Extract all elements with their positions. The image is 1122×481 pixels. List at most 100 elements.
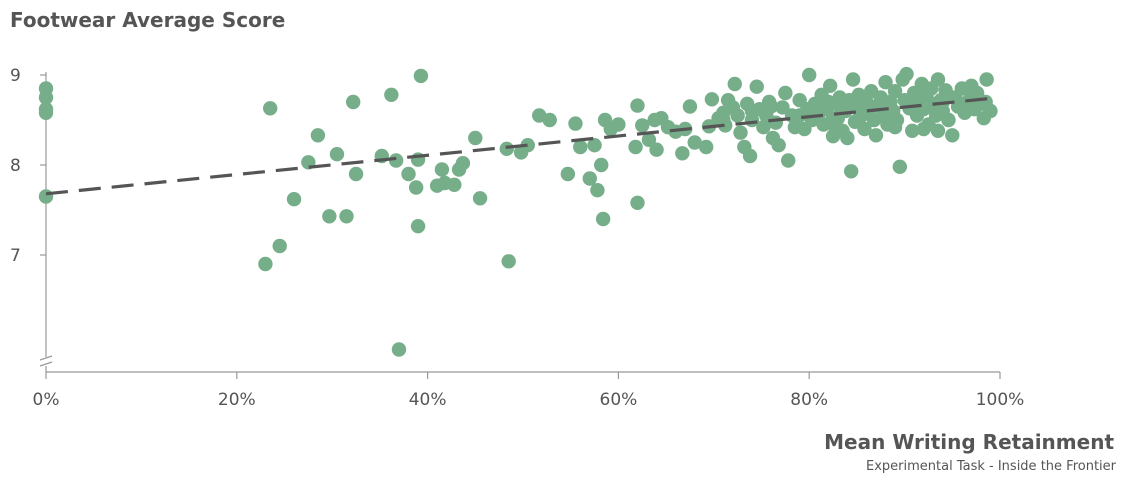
data-point <box>38 189 54 204</box>
data-point <box>742 148 758 164</box>
x-tick-label: 80% <box>790 390 828 410</box>
trendline <box>45 96 991 196</box>
data-point <box>286 192 302 207</box>
data-point <box>768 115 784 130</box>
data-point <box>345 94 361 110</box>
data-point <box>434 162 450 177</box>
axis-break-mark <box>39 355 53 361</box>
data-point <box>727 76 742 92</box>
axes: 7 8 9 0% 20% 40% 60% 80% 100% <box>10 66 1024 410</box>
data-point <box>408 180 424 195</box>
data-point <box>272 238 287 254</box>
data-point <box>594 157 609 173</box>
data-point <box>887 120 903 135</box>
data-point <box>945 128 960 143</box>
data-point <box>771 138 786 153</box>
data-point <box>979 72 994 87</box>
chart-title: Footwear Average Score <box>10 8 286 32</box>
data-point <box>687 135 702 150</box>
x-tick-label: 100% <box>976 390 1025 410</box>
data-point <box>329 147 345 162</box>
x-tick-label: 40% <box>409 390 447 410</box>
data-point <box>641 132 657 147</box>
data-point <box>38 90 54 105</box>
data-point <box>763 99 779 114</box>
data-point <box>899 66 914 82</box>
data-point <box>802 67 817 83</box>
x-axis-label: Mean Writing Retainment <box>824 430 1114 454</box>
data-point <box>447 177 462 192</box>
data-point <box>38 105 54 121</box>
data-point <box>391 342 407 357</box>
data-point <box>339 209 354 224</box>
x-tick-label: 20% <box>218 390 256 410</box>
data-point <box>749 79 764 94</box>
data-point <box>730 108 745 123</box>
data-point <box>649 142 664 157</box>
data-point <box>859 102 874 117</box>
data-point <box>401 166 416 182</box>
data-point <box>635 118 650 133</box>
data-points <box>38 66 998 357</box>
data-point <box>630 195 645 210</box>
data-point <box>744 103 760 119</box>
data-point <box>573 139 588 155</box>
data-point <box>472 191 488 206</box>
data-point <box>542 112 557 128</box>
data-point <box>611 117 626 132</box>
x-axis-sublabel: Experimental Task - Inside the Frontier <box>866 459 1116 474</box>
data-point <box>587 138 602 153</box>
data-point <box>930 123 946 138</box>
data-point <box>756 120 771 135</box>
y-tick-label: 8 <box>10 156 21 176</box>
data-point <box>792 108 807 123</box>
data-point <box>845 72 861 87</box>
data-point <box>384 87 399 103</box>
data-point <box>878 99 893 114</box>
data-point <box>501 254 516 269</box>
data-point <box>905 123 920 138</box>
data-point <box>822 78 838 94</box>
data-point <box>857 121 872 137</box>
x-tick-label: 0% <box>33 390 60 410</box>
data-point <box>595 211 611 227</box>
data-point <box>840 130 855 146</box>
data-point <box>310 128 326 143</box>
data-point <box>811 99 826 114</box>
data-point <box>916 121 931 137</box>
y-tick-label: 9 <box>10 66 21 86</box>
data-point <box>520 138 535 153</box>
data-point <box>560 166 576 182</box>
axis-break-mark <box>39 361 53 367</box>
data-point <box>568 116 583 131</box>
data-point <box>825 129 841 144</box>
data-point <box>843 164 859 179</box>
x-tick-label: 60% <box>600 390 638 410</box>
data-point <box>778 85 793 101</box>
data-point <box>887 84 903 99</box>
data-point <box>682 99 698 114</box>
data-point <box>716 112 731 128</box>
trendline-group <box>45 96 991 196</box>
data-point <box>348 166 364 182</box>
data-point <box>978 94 993 110</box>
data-point <box>906 96 922 112</box>
y-tick-label: 7 <box>10 246 21 266</box>
data-point <box>781 153 796 168</box>
data-point <box>675 146 690 161</box>
data-point <box>941 112 956 128</box>
data-point <box>455 156 471 171</box>
data-point <box>630 98 645 113</box>
data-point <box>258 256 273 272</box>
data-point <box>704 92 720 107</box>
data-point <box>590 183 605 198</box>
data-point <box>892 159 908 174</box>
data-point <box>468 130 483 146</box>
data-point <box>388 153 404 168</box>
data-point <box>628 139 643 155</box>
data-point <box>698 139 714 155</box>
data-point <box>413 68 429 84</box>
data-point <box>775 100 790 115</box>
data-point <box>582 171 597 186</box>
